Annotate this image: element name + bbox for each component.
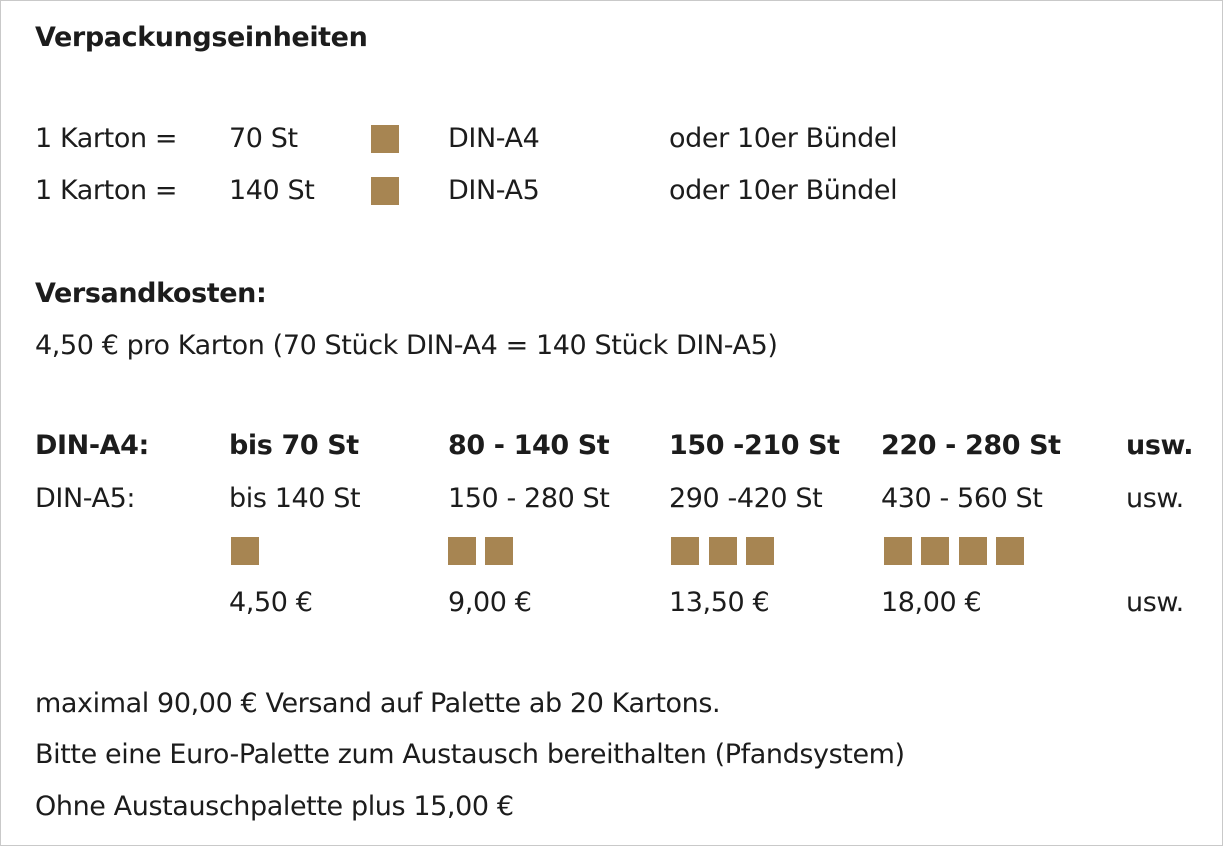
packaging-row-1-qty: 70 St: [229, 123, 298, 154]
tier-1-price: 4,50 €: [229, 587, 313, 618]
tier-3-price: 13,50 €: [669, 587, 770, 618]
packaging-row-2-qty: 140 St: [229, 175, 315, 206]
packaging-row-2-alt: oder 10er Bündel: [669, 175, 898, 206]
tier-1-a5: bis 140 St: [229, 483, 361, 514]
pallet-line-1: maximal 90,00 € Versand auf Palette ab 2…: [35, 688, 721, 719]
pallet-line-2: Bitte eine Euro-Palette zum Austausch be…: [35, 739, 905, 770]
carton-icon: [959, 537, 987, 565]
carton-icon: [371, 125, 399, 153]
tier-2-a4: 80 - 140 St: [448, 430, 610, 461]
carton-icon: [231, 537, 259, 565]
a4-label: DIN-A4:: [35, 430, 149, 461]
packaging-row-1-alt: oder 10er Bündel: [669, 123, 898, 154]
etc-a4: usw.: [1126, 430, 1194, 461]
a5-label: DIN-A5:: [35, 483, 136, 514]
tier-3-a4: 150 -210 St: [669, 430, 840, 461]
carton-icon: [996, 537, 1024, 565]
packaging-title: Verpackungseinheiten: [35, 22, 368, 53]
carton-icon: [746, 537, 774, 565]
carton-icon: [671, 537, 699, 565]
shipping-title: Versandkosten:: [35, 278, 267, 309]
packaging-row-2-label: 1 Karton =: [35, 175, 178, 206]
carton-icon: [921, 537, 949, 565]
etc-price: usw.: [1126, 587, 1184, 618]
carton-icon: [448, 537, 476, 565]
packaging-row-1-format: DIN-A4: [448, 123, 540, 154]
tier-4-a5: 430 - 560 St: [881, 483, 1043, 514]
tier-4-price: 18,00 €: [881, 587, 982, 618]
tier-3-a5: 290 -420 St: [669, 483, 823, 514]
tier-1-a4: bis 70 St: [229, 430, 359, 461]
carton-icon: [371, 177, 399, 205]
packaging-row-1-label: 1 Karton =: [35, 123, 178, 154]
shipping-note: 4,50 € pro Karton (70 Stück DIN-A4 = 140…: [35, 330, 778, 361]
carton-icon: [709, 537, 737, 565]
carton-icon: [485, 537, 513, 565]
tier-2-a5: 150 - 280 St: [448, 483, 610, 514]
packaging-row-2-format: DIN-A5: [448, 175, 540, 206]
tier-4-a4: 220 - 280 St: [881, 430, 1061, 461]
carton-icon: [884, 537, 912, 565]
pallet-line-3: Ohne Austauschpalette plus 15,00 €: [35, 791, 514, 822]
etc-a5: usw.: [1126, 483, 1184, 514]
tier-2-price: 9,00 €: [448, 587, 532, 618]
